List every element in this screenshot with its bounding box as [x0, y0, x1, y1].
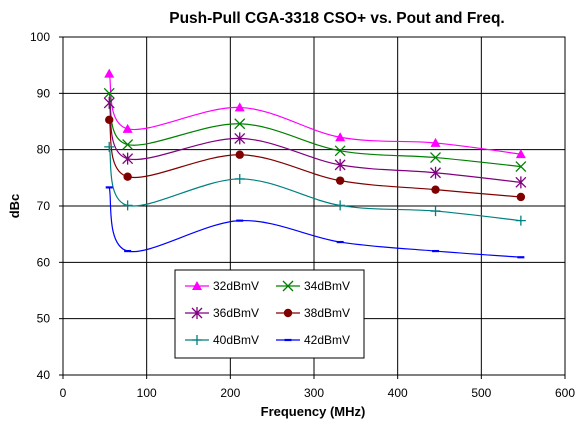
- x-axis-label: Frequency (MHz): [261, 404, 366, 419]
- legend-label: 36dBmV: [213, 306, 259, 320]
- data-point: [122, 200, 133, 211]
- legend-marker: [191, 307, 203, 319]
- x-tick-label: 500: [471, 386, 491, 400]
- legend: 32dBmV 34dBmV 36dBmV 38dBmV 40dBmV 42dBmV: [174, 269, 365, 359]
- legend-marker: [192, 281, 202, 290]
- x-tick-label: 100: [137, 386, 157, 400]
- series-42dBmV: [105, 186, 525, 259]
- data-point: [335, 200, 346, 211]
- data-point: [103, 87, 115, 99]
- data-point: [430, 152, 441, 164]
- series-line: [108, 187, 521, 258]
- legend-item: 42dBmV: [276, 333, 350, 347]
- data-point: [515, 149, 526, 159]
- data-point: [235, 150, 244, 159]
- y-axis-label: dBc: [7, 194, 22, 219]
- x-tick-label: 300: [304, 386, 324, 400]
- data-point: [104, 68, 115, 78]
- legend-marker: [282, 280, 294, 292]
- y-tick-label: 90: [37, 86, 51, 100]
- data-point: [335, 132, 346, 142]
- data-point: [334, 145, 346, 157]
- legend-item: 38dBmV: [276, 306, 350, 320]
- x-tick-label: 400: [388, 386, 408, 400]
- x-axis-ticks: 0 100 200 300 400 500 600: [60, 375, 575, 400]
- data-point: [234, 118, 246, 130]
- data-point: [430, 137, 441, 147]
- data-point: [335, 176, 345, 185]
- y-tick-label: 100: [30, 30, 50, 44]
- legend-label: 38dBmV: [304, 306, 350, 320]
- chart-title: Push-Pull CGA-3318 CSO+ vs. Pout and Fre…: [169, 10, 504, 27]
- data-point: [515, 176, 527, 189]
- data-point: [104, 141, 115, 152]
- data-point: [122, 152, 134, 165]
- legend-marker: [283, 308, 293, 318]
- legend-item: 34dBmV: [276, 279, 350, 293]
- y-tick-label: 70: [37, 199, 51, 213]
- data-point: [516, 192, 526, 202]
- series-layer: [103, 68, 527, 259]
- data-point: [234, 173, 245, 184]
- data-point: [431, 185, 440, 194]
- x-tick-label: 0: [60, 386, 67, 400]
- y-tick-label: 40: [37, 368, 51, 382]
- series-34dBmV: [103, 87, 527, 173]
- y-tick-label: 60: [37, 255, 51, 269]
- x-tick-label: 600: [555, 386, 575, 400]
- data-point: [515, 215, 526, 226]
- data-point: [515, 161, 527, 173]
- legend-box: [174, 269, 365, 359]
- legend-label: 42dBmV: [304, 333, 350, 347]
- data-point: [122, 123, 133, 133]
- series-38dBmV: [105, 115, 526, 202]
- y-axis-ticks: 40 50 60 70 80 90 100: [30, 30, 63, 382]
- y-tick-label: 80: [37, 143, 51, 157]
- data-point: [234, 132, 246, 145]
- data-point: [105, 115, 114, 125]
- legend-label: 34dBmV: [304, 279, 350, 293]
- legend-label: 40dBmV: [213, 333, 259, 347]
- data-point: [103, 96, 115, 109]
- series-32dBmV: [104, 68, 526, 159]
- legend-marker: [192, 335, 202, 345]
- data-point: [122, 139, 134, 151]
- data-point: [234, 102, 245, 112]
- x-tick-label: 200: [220, 386, 240, 400]
- y-tick-label: 50: [37, 312, 51, 326]
- data-point: [430, 166, 441, 179]
- data-point: [123, 172, 132, 181]
- legend-item: 40dBmV: [185, 333, 259, 347]
- legend-label: 32dBmV: [213, 279, 259, 293]
- series-40dBmV: [104, 141, 526, 226]
- legend-item: 36dBmV: [185, 306, 259, 320]
- data-point: [334, 158, 346, 171]
- data-point: [430, 206, 441, 217]
- legend-item: 32dBmV: [185, 279, 259, 293]
- series-36dBmV: [103, 96, 527, 189]
